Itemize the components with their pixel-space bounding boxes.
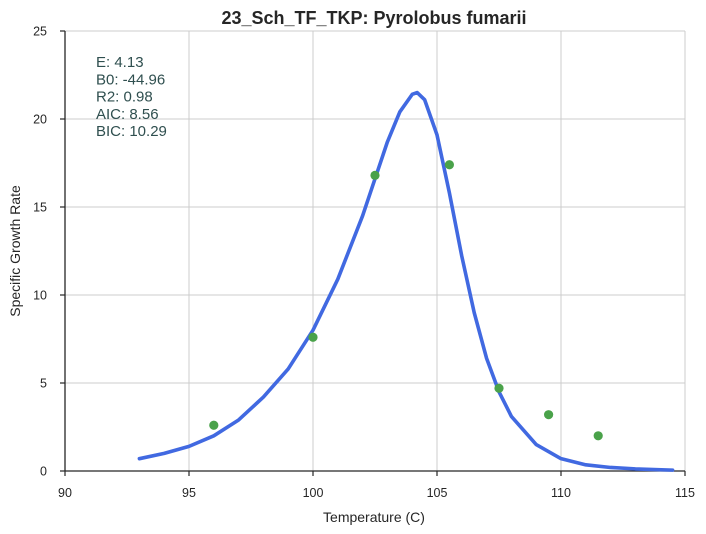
data-point [593,431,603,441]
x-tick-label: 115 [675,486,695,500]
fit-stat: BIC: 10.29 [96,123,167,140]
x-axis-label: Temperature (C) [323,509,425,525]
fitted-curve [137,90,675,472]
x-tick-label: 95 [182,486,196,500]
chart-title: 23_Sch_TF_TKP: Pyrolobus fumarii [221,8,526,28]
x-tick-label: 100 [303,486,324,500]
x-tick-label: 105 [427,486,448,500]
data-point [494,383,504,393]
y-tick-label: 25 [33,25,47,39]
x-tick-label: 110 [551,486,571,500]
x-axis-ticks: 90 95 100 105 110 115 [58,471,695,500]
data-point [370,170,380,180]
plot-area [65,31,685,471]
x-tick-label: 90 [58,486,72,500]
fit-stat: E: 4.13 [96,54,144,71]
y-tick-label: 10 [33,289,47,303]
y-tick-label: 15 [33,201,47,215]
fit-stat: B0: -44.96 [96,71,165,88]
fit-stat: AIC: 8.56 [96,106,159,123]
data-point [209,420,219,430]
y-axis-ticks: 0 5 10 15 20 25 [33,25,65,479]
y-tick-label: 20 [33,113,47,127]
y-tick-label: 0 [40,465,47,479]
axes-spines [64,31,685,472]
data-point [544,410,554,420]
y-tick-label: 5 [40,377,47,391]
data-point [308,332,318,342]
y-axis-label: Specific Growth Rate [7,185,23,317]
fit-stat: R2: 0.98 [96,89,153,106]
series-layer [137,90,675,472]
data-point [444,160,454,170]
